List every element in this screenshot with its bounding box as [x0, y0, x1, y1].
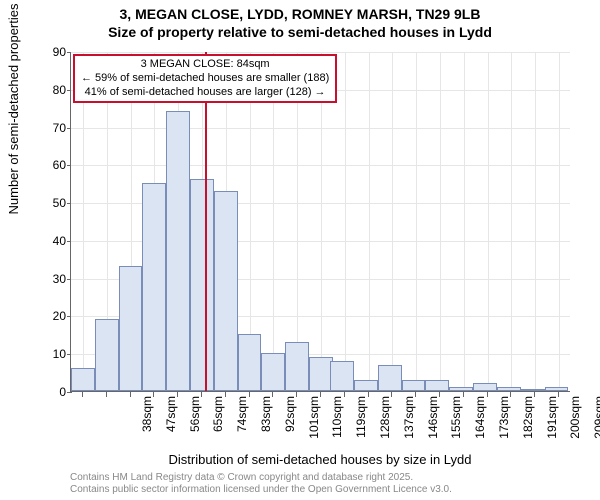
y-tick: 30: [40, 272, 66, 286]
title-line-2: Size of property relative to semi-detach…: [0, 24, 600, 42]
x-tick: 38sqm: [140, 396, 154, 456]
histogram-bar: [166, 111, 190, 391]
y-tick: 50: [40, 196, 66, 210]
x-tick: 146sqm: [426, 396, 440, 456]
histogram-bar: [449, 387, 473, 391]
x-tick-mark: [272, 392, 273, 397]
x-tick: 47sqm: [164, 396, 178, 456]
x-tick-mark: [558, 392, 559, 397]
attribution-line-1: Contains HM Land Registry data © Crown c…: [70, 472, 452, 484]
gridline-v: [345, 52, 346, 391]
x-tick-mark: [415, 392, 416, 397]
annotation-box: 3 MEGAN CLOSE: 84sqm← 59% of semi-detach…: [73, 54, 337, 103]
x-tick: 74sqm: [235, 396, 249, 456]
x-tick-mark: [463, 392, 464, 397]
histogram-bar: [71, 368, 95, 391]
histogram-bar: [142, 183, 166, 391]
plot-area: 3 MEGAN CLOSE: 84sqm← 59% of semi-detach…: [70, 52, 570, 392]
gridline-v: [369, 52, 370, 391]
histogram-bar: [261, 353, 285, 391]
histogram-bar: [119, 266, 143, 391]
x-tick-mark: [153, 392, 154, 397]
gridline-v: [511, 52, 512, 391]
y-axis-label: Number of semi-detached properties: [6, 4, 21, 215]
histogram-bar: [238, 334, 262, 391]
x-tick-mark: [82, 392, 83, 397]
x-tick-mark: [534, 392, 535, 397]
y-tick: 90: [40, 45, 66, 59]
gridline-v: [392, 52, 393, 391]
x-tick-mark: [249, 392, 250, 397]
x-tick-mark: [487, 392, 488, 397]
histogram-bar: [354, 380, 378, 391]
property-size-histogram: 3, MEGAN CLOSE, LYDD, ROMNEY MARSH, TN29…: [0, 0, 600, 500]
gridline-v: [535, 52, 536, 391]
histogram-bar: [425, 380, 449, 391]
histogram-bar: [473, 383, 497, 391]
y-tick: 0: [40, 385, 66, 399]
title-line-1: 3, MEGAN CLOSE, LYDD, ROMNEY MARSH, TN29…: [0, 6, 600, 24]
histogram-bar: [378, 365, 402, 391]
histogram-bar: [95, 319, 119, 391]
attribution: Contains HM Land Registry data © Crown c…: [70, 472, 452, 496]
histogram-bar: [521, 389, 545, 391]
histogram-bar: [190, 179, 214, 391]
chart-title: 3, MEGAN CLOSE, LYDD, ROMNEY MARSH, TN29…: [0, 6, 600, 41]
x-tick-mark: [177, 392, 178, 397]
x-tick-mark: [106, 392, 107, 397]
x-tick: 200sqm: [568, 396, 582, 456]
x-tick: 92sqm: [283, 396, 297, 456]
histogram-bar: [545, 387, 569, 391]
gridline-v: [440, 52, 441, 391]
x-tick-mark: [225, 392, 226, 397]
x-tick-mark: [201, 392, 202, 397]
x-tick-mark: [391, 392, 392, 397]
attribution-line-2: Contains public sector information licen…: [70, 484, 452, 496]
x-tick-mark: [296, 392, 297, 397]
y-tick: 40: [40, 234, 66, 248]
x-tick: 182sqm: [521, 396, 535, 456]
x-tick-mark: [439, 392, 440, 397]
x-tick: 209sqm: [592, 396, 600, 456]
x-tick: 119sqm: [354, 396, 368, 456]
x-tick: 173sqm: [497, 396, 511, 456]
x-tick-mark: [320, 392, 321, 397]
x-tick: 191sqm: [545, 396, 559, 456]
x-tick: 164sqm: [473, 396, 487, 456]
x-tick: 137sqm: [402, 396, 416, 456]
histogram-bar: [214, 191, 238, 391]
x-tick: 128sqm: [378, 396, 392, 456]
histogram-bar: [285, 342, 309, 391]
x-tick-mark: [368, 392, 369, 397]
x-tick: 155sqm: [449, 396, 463, 456]
x-tick: 56sqm: [188, 396, 202, 456]
histogram-bar: [402, 380, 426, 391]
y-tick: 60: [40, 158, 66, 172]
y-tick: 80: [40, 83, 66, 97]
gridline-v: [416, 52, 417, 391]
x-tick-mark: [510, 392, 511, 397]
gridline-v: [559, 52, 560, 391]
x-axis-label: Distribution of semi-detached houses by …: [70, 452, 570, 467]
x-tick: 101sqm: [307, 396, 321, 456]
x-tick-mark: [344, 392, 345, 397]
x-tick-mark: [130, 392, 131, 397]
annotation-line: 3 MEGAN CLOSE: 84sqm: [81, 58, 329, 72]
x-tick: 83sqm: [259, 396, 273, 456]
x-tick: 65sqm: [211, 396, 225, 456]
y-tick: 20: [40, 309, 66, 323]
gridline-v: [488, 52, 489, 391]
x-tick: 110sqm: [330, 396, 344, 456]
histogram-bar: [330, 361, 354, 391]
y-tick: 70: [40, 121, 66, 135]
gridline-v: [464, 52, 465, 391]
annotation-line: 41% of semi-detached houses are larger (…: [81, 86, 329, 100]
annotation-line: ← 59% of semi-detached houses are smalle…: [81, 72, 329, 86]
y-tick: 10: [40, 347, 66, 361]
histogram-bar: [497, 387, 521, 391]
